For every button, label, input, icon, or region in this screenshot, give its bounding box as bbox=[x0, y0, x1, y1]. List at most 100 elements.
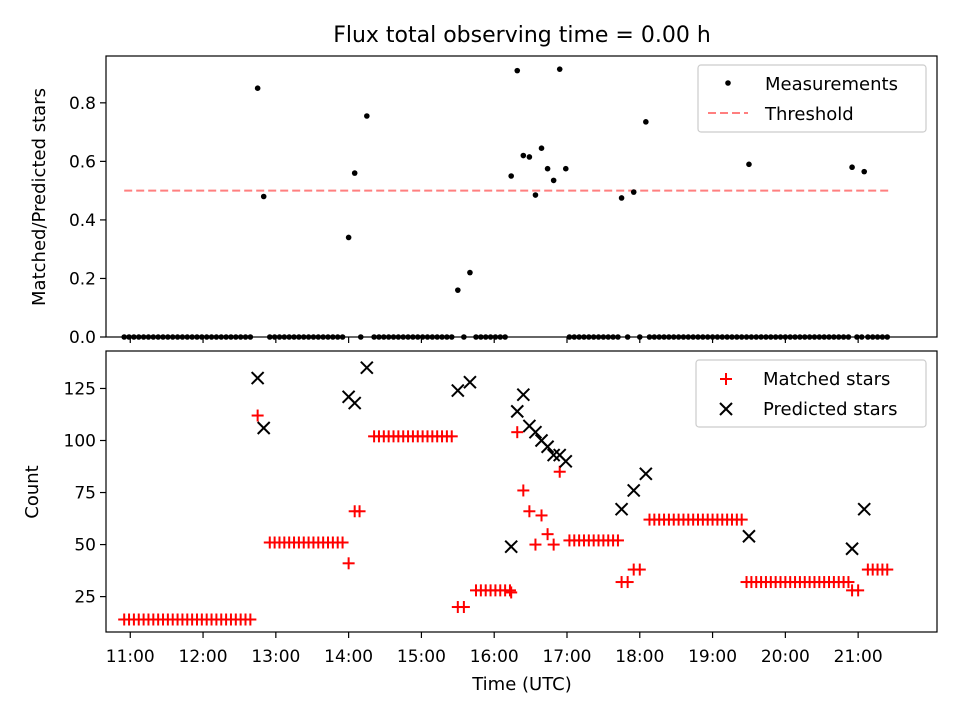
measurement-point bbox=[364, 113, 370, 119]
predicted-star-marker bbox=[857, 502, 871, 516]
matched-star-marker bbox=[541, 528, 554, 541]
measurement-point bbox=[467, 269, 473, 276]
legend-matched-marker bbox=[720, 373, 732, 385]
bottom-y-tick-label: 75 bbox=[74, 484, 96, 504]
measurement-point bbox=[538, 145, 545, 152]
predicted-star-marker bbox=[257, 421, 271, 435]
top-y-axis-label: Matched/Predicted stars bbox=[29, 88, 50, 306]
top-plot-frame bbox=[105, 55, 938, 338]
measurement-point bbox=[550, 177, 557, 184]
matched-star-marker bbox=[553, 465, 566, 478]
bottom-axes: 25 50 75 100 125 11:00 12:00 13:00 14:00 15:00 16:… bbox=[64, 379, 883, 667]
predicted-star-marker bbox=[627, 483, 641, 498]
measurement-point bbox=[630, 189, 637, 195]
x-tick-label: 14:00 bbox=[324, 647, 373, 667]
measurement-point bbox=[562, 165, 569, 172]
x-axis-label: Time (UTC) bbox=[471, 674, 572, 695]
matched-star-marker bbox=[353, 505, 366, 518]
predicted-star-marker bbox=[845, 542, 859, 556]
bottom-legend: Matched stars Predicted stars bbox=[695, 359, 927, 428]
matched-star-marker bbox=[735, 513, 748, 526]
legend-threshold-label: Threshold bbox=[764, 104, 854, 125]
x-tick-label: 19:00 bbox=[688, 647, 737, 667]
top-y-tick-label: 0.0 bbox=[69, 328, 96, 348]
predicted-star-marker bbox=[540, 440, 555, 454]
top-legend-box bbox=[697, 64, 927, 133]
predicted-star-marker bbox=[559, 454, 573, 469]
measurement-point bbox=[544, 165, 551, 172]
matched-star-marker bbox=[621, 576, 634, 589]
bottom-data-layer bbox=[118, 360, 894, 626]
matched-star-marker bbox=[881, 563, 894, 576]
x-tick-label: 17:00 bbox=[542, 647, 591, 667]
predicted-star-marker bbox=[614, 502, 629, 516]
matched-star-marker bbox=[342, 557, 355, 570]
measurement-point bbox=[345, 234, 352, 241]
legend-measurements-label: Measurements bbox=[765, 74, 898, 95]
measurement-point bbox=[849, 164, 855, 171]
measurement-point bbox=[514, 67, 521, 74]
predicted-star-marker bbox=[347, 396, 362, 410]
measurement-point bbox=[520, 152, 527, 159]
top-data-layer bbox=[121, 66, 891, 340]
bottom-plot-frame bbox=[105, 350, 938, 633]
predicted-star-marker bbox=[504, 539, 518, 554]
bottom-legend-box bbox=[695, 359, 927, 428]
matched-star-marker bbox=[505, 586, 518, 599]
legend-predicted-label: Predicted stars bbox=[763, 399, 897, 420]
x-tick-label: 12:00 bbox=[179, 647, 228, 667]
predicted-star-marker bbox=[250, 371, 265, 385]
measurement-point bbox=[746, 161, 752, 168]
measurement-point bbox=[861, 168, 868, 175]
top-y-tick-label: 0.4 bbox=[69, 211, 96, 231]
chart-title: Flux total observing time = 0.00 h bbox=[333, 23, 711, 48]
legend-measurements-marker bbox=[725, 80, 731, 86]
matched-star-marker bbox=[517, 484, 530, 497]
matched-star-marker bbox=[336, 536, 349, 549]
predicted-star-marker bbox=[510, 404, 524, 419]
matched-star-marker bbox=[611, 534, 624, 547]
bottom-y-tick-label: 50 bbox=[74, 536, 96, 556]
measurement-point bbox=[260, 193, 267, 200]
matched-star-marker bbox=[633, 563, 646, 576]
matched-star-marker bbox=[523, 505, 536, 518]
matched-star-marker bbox=[511, 426, 524, 439]
predicted-star-marker bbox=[451, 383, 465, 398]
x-tick-label: 20:00 bbox=[761, 647, 810, 667]
measurement-point bbox=[508, 173, 514, 179]
top-y-tick-label: 0.6 bbox=[69, 152, 96, 172]
bottom-y-tick-label: 25 bbox=[74, 588, 96, 608]
matched-star-marker bbox=[503, 584, 516, 597]
matched-star-marker bbox=[251, 409, 264, 422]
measurement-point bbox=[455, 287, 461, 293]
measurement-point bbox=[532, 192, 539, 198]
x-tick-label: 16:00 bbox=[470, 647, 519, 667]
top-axes: 0.0 0.2 0.4 0.6 0.8 bbox=[69, 94, 859, 348]
matched-star-marker bbox=[529, 538, 542, 551]
legend-predicted-marker bbox=[719, 402, 733, 416]
predicted-star-marker bbox=[463, 375, 477, 389]
top-legend: Measurements Threshold bbox=[697, 64, 927, 133]
legend-matched-label: Matched stars bbox=[763, 369, 890, 390]
measurement-point bbox=[526, 154, 533, 160]
predicted-star-marker bbox=[528, 425, 543, 439]
measurement-point bbox=[618, 195, 625, 201]
matched-star-marker bbox=[842, 576, 855, 589]
matched-star-marker bbox=[457, 601, 470, 614]
matched-star-marker bbox=[852, 584, 865, 597]
matched-star-marker bbox=[445, 430, 458, 443]
top-y-tick-label: 0.2 bbox=[69, 269, 96, 289]
measurement-point bbox=[351, 170, 358, 176]
predicted-star-marker bbox=[546, 448, 561, 462]
matched-star-marker bbox=[244, 613, 257, 626]
predicted-star-marker bbox=[742, 529, 756, 543]
matched-star-marker bbox=[547, 538, 560, 551]
x-tick-label: 15:00 bbox=[397, 647, 446, 667]
measurement-point bbox=[643, 119, 649, 125]
measurement-point bbox=[556, 66, 563, 72]
predicted-star-marker bbox=[360, 360, 374, 375]
x-tick-label: 18:00 bbox=[615, 647, 664, 667]
top-y-tick-label: 0.8 bbox=[69, 94, 96, 114]
bottom-y-tick-label: 125 bbox=[64, 379, 96, 399]
